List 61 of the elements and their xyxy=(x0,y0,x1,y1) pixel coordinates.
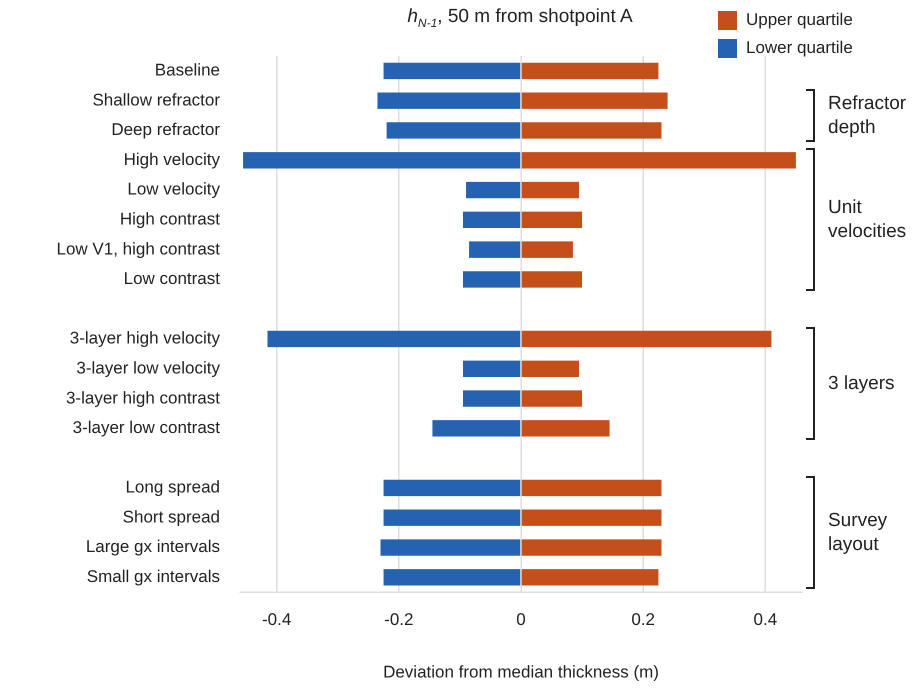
bar xyxy=(522,152,796,168)
y-tick-label: 3-layer low velocity xyxy=(76,358,220,378)
y-tick-label: 3-layer low contrast xyxy=(72,418,220,438)
bar xyxy=(377,92,520,109)
text: Unit velocities xyxy=(828,196,908,244)
bar xyxy=(384,510,520,526)
x-tick-label: 0.2 xyxy=(631,610,655,630)
bar xyxy=(243,152,520,168)
bar xyxy=(522,241,573,258)
y-tick-label: High velocity xyxy=(124,150,220,169)
bar xyxy=(267,330,520,348)
bar xyxy=(522,92,668,109)
legend-label: Lower quartile xyxy=(746,38,853,58)
bar xyxy=(522,182,580,198)
y-tick-label: Baseline xyxy=(154,60,220,80)
x-tick-label: -0.2 xyxy=(384,610,414,630)
bar xyxy=(432,420,520,437)
y-tick-label: High contrast xyxy=(120,210,220,229)
bar xyxy=(384,569,520,586)
bar xyxy=(522,330,772,348)
legend-label: Upper quartile xyxy=(746,10,853,30)
bar xyxy=(522,122,662,139)
x-tick-label: -0.4 xyxy=(262,610,292,630)
text: Refractor depth xyxy=(828,92,908,140)
y-tick-label: Deep refractor xyxy=(111,120,220,140)
y-tick-label: Shallow refractor xyxy=(92,90,220,110)
bar xyxy=(462,390,520,407)
y-tick-label: Large gx intervals xyxy=(86,537,220,556)
bar xyxy=(522,569,658,586)
bar xyxy=(462,360,520,377)
bar xyxy=(522,390,582,407)
bar xyxy=(466,182,520,198)
bar xyxy=(522,62,658,80)
text: 3 layers xyxy=(828,372,896,396)
x-axis-title: Deviation from median thickness (m) xyxy=(383,662,659,682)
x-tick-label: 0 xyxy=(516,610,526,630)
x-tick-label: 0.4 xyxy=(754,610,778,630)
y-tick-label: Short spread xyxy=(122,507,220,526)
bar xyxy=(384,62,520,80)
bar xyxy=(522,360,580,377)
y-tick-label: Low V1, high contrast xyxy=(56,239,220,258)
bar xyxy=(522,539,662,556)
bar xyxy=(462,212,520,228)
y-tick-label: 3-layer high velocity xyxy=(70,328,220,348)
y-tick-label: Low contrast xyxy=(124,269,220,288)
bar xyxy=(380,539,520,556)
bar xyxy=(522,212,582,228)
bar xyxy=(386,122,520,139)
chart-title: h$_{N-1}$, 50 m from shotpoint A xyxy=(406,6,634,30)
y-tick-label: 3-layer high contrast xyxy=(66,388,220,408)
bar xyxy=(522,420,610,437)
bar xyxy=(522,480,662,496)
y-tick-label: Low velocity xyxy=(127,180,220,199)
bar xyxy=(462,271,520,288)
y-tick-label: Long spread xyxy=(125,478,220,497)
bar xyxy=(469,241,520,258)
y-tick-label: Small gx intervals xyxy=(86,566,220,586)
bar xyxy=(384,480,520,496)
bar xyxy=(522,271,582,288)
text: Survey layout xyxy=(828,508,888,557)
bar xyxy=(522,510,662,526)
